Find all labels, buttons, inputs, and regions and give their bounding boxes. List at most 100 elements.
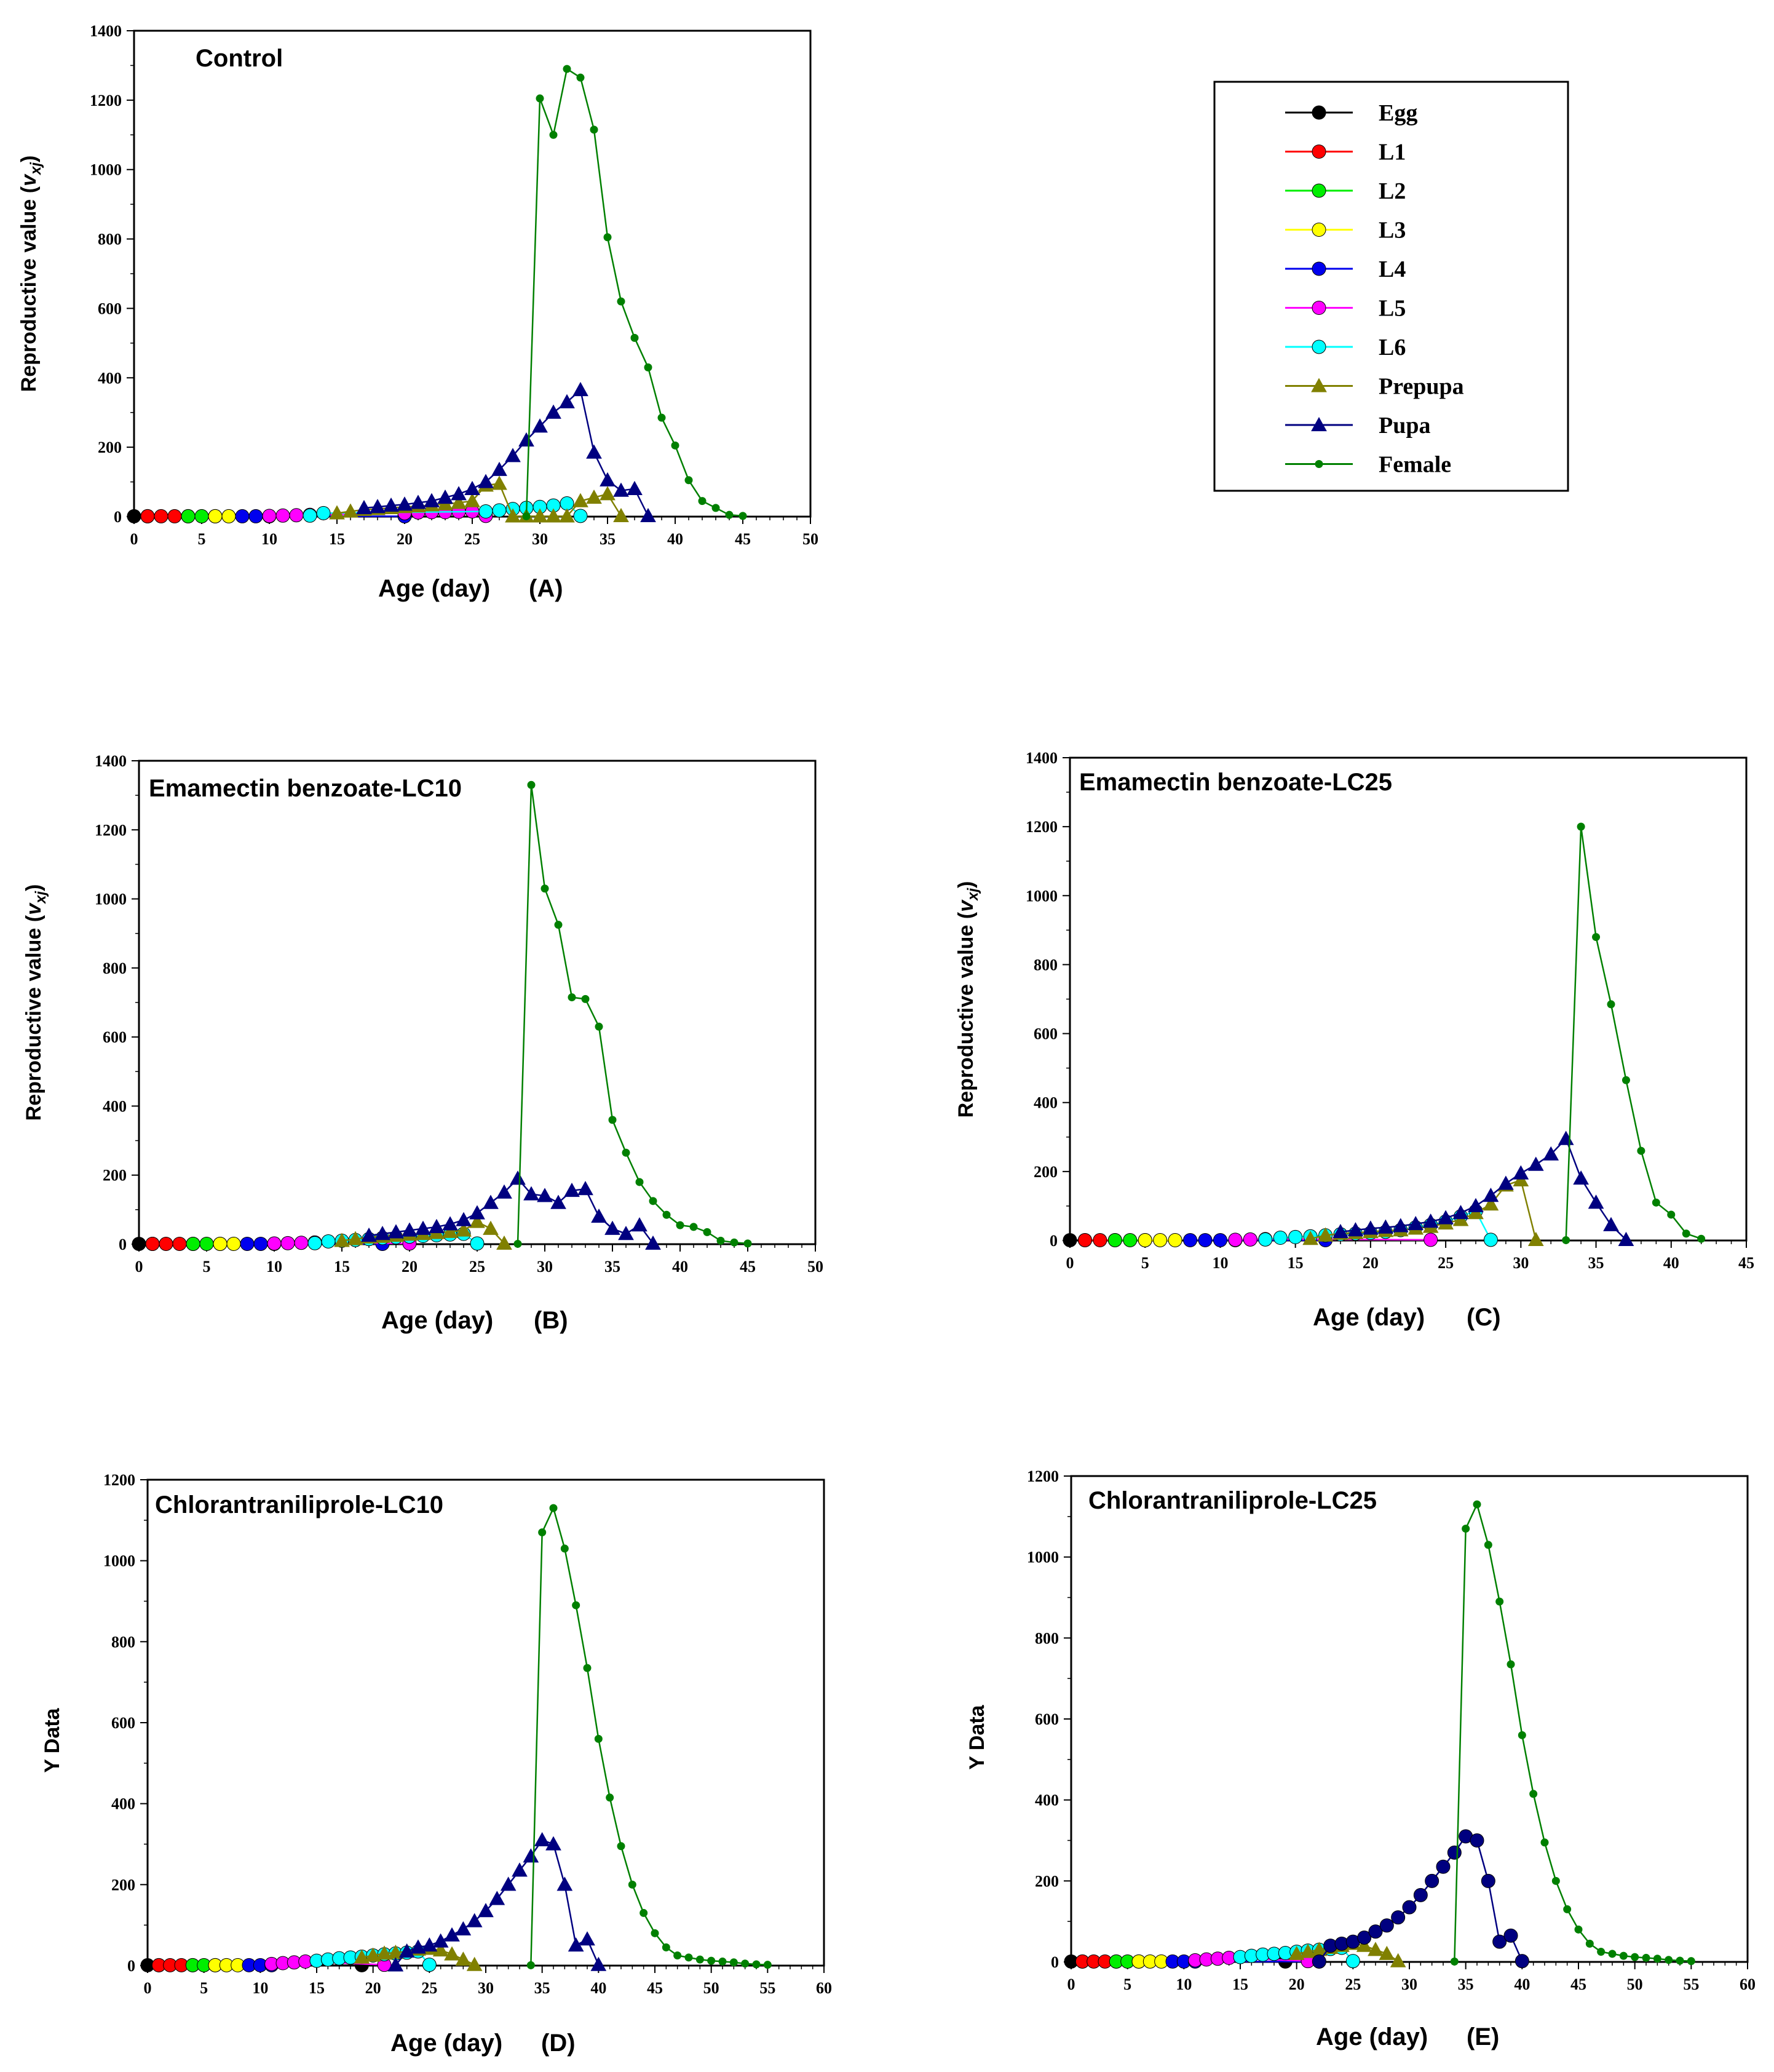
x-tick-label-e-35: 35 — [1458, 1975, 1474, 1993]
x-tick-label-e-0: 0 — [1067, 1975, 1075, 1993]
panel-label-c: (C) — [1467, 1304, 1501, 1331]
data-point-c-l5 — [1243, 1232, 1257, 1247]
data-point-e-prepupa — [1288, 1945, 1305, 1960]
series-b-pupa — [361, 1170, 661, 1250]
data-point-e-female — [1462, 1525, 1470, 1533]
y-tick-label-b-1400: 1400 — [95, 752, 127, 770]
legend-entry-l1: L1 — [1285, 140, 1406, 165]
series-a-l6 — [303, 496, 588, 523]
y-tick-label-b-1000: 1000 — [95, 891, 127, 908]
data-point-e-pupa — [1447, 1845, 1462, 1860]
y-tick-label-a-1000: 1000 — [90, 161, 122, 179]
legend-label-l1: L1 — [1379, 140, 1406, 165]
x-tick-label-d-55: 55 — [759, 1979, 775, 1997]
data-point-b-l1 — [145, 1236, 160, 1251]
data-point-b-pupa — [618, 1226, 634, 1240]
data-point-a-pupa — [464, 480, 480, 495]
x-tick-label-d-25: 25 — [421, 1979, 437, 1997]
data-point-a-pupa — [370, 499, 386, 514]
data-point-e-pupa — [1503, 1928, 1518, 1943]
series-d-l3 — [208, 1958, 245, 1972]
data-point-c-l1 — [1077, 1232, 1092, 1247]
data-point-b-pupa — [523, 1186, 539, 1201]
data-point-a-prepupa — [464, 493, 480, 507]
data-point-b-l6 — [321, 1234, 336, 1249]
data-point-a-pupa — [424, 493, 440, 507]
data-point-a-female — [549, 130, 558, 139]
panel-b: Emamectin benzoate-LC10 Reproductive val… — [22, 752, 823, 1334]
series-a-pupa — [356, 382, 656, 522]
data-point-a-l6 — [303, 508, 317, 523]
series-c-female — [1562, 822, 1706, 1244]
x-tick-label-c-25: 25 — [1438, 1254, 1454, 1272]
data-point-a-prepupa — [572, 493, 588, 507]
x-axis-label-d: Age (day) — [390, 2030, 502, 2057]
data-point-c-pupa — [1392, 1218, 1409, 1232]
data-point-b-l4 — [253, 1236, 268, 1251]
data-point-e-female — [1665, 1956, 1673, 1964]
x-tick-label-d-40: 40 — [590, 1979, 606, 1997]
legend-entry-l5: L5 — [1285, 296, 1406, 322]
data-point-a-l6 — [560, 496, 574, 511]
data-point-a-pupa — [518, 432, 534, 447]
data-point-d-prepupa — [354, 1949, 370, 1964]
data-point-c-female — [1607, 1000, 1615, 1009]
y-tick-label-d-1000: 1000 — [103, 1552, 135, 1570]
data-point-d-female — [526, 1961, 535, 1969]
data-point-d-pupa — [387, 1957, 404, 1972]
data-point-e-female — [1450, 1957, 1459, 1966]
legend-marker-l5 — [1312, 301, 1326, 315]
data-point-a-egg — [127, 509, 141, 523]
data-point-d-female — [560, 1544, 569, 1553]
y-axis-label-c: Reproductive value (vxj) — [954, 881, 981, 1118]
data-point-b-prepupa — [469, 1213, 485, 1228]
y-tick-label-e-600: 600 — [1035, 1710, 1059, 1728]
data-point-a-female — [739, 512, 747, 520]
data-point-a-female — [522, 512, 531, 520]
x-tick-label-d-0: 0 — [144, 1979, 152, 1997]
data-point-c-pupa — [1543, 1146, 1559, 1161]
x-tick-label-e-20: 20 — [1289, 1975, 1305, 1993]
chart-title-d: Chlorantraniliprole-LC10 — [155, 1491, 443, 1518]
data-point-e-female — [1687, 1957, 1695, 1966]
x-tick-label-a-0: 0 — [130, 530, 138, 548]
legend-label-l3: L3 — [1379, 218, 1406, 244]
data-point-e-prepupa — [1356, 1937, 1372, 1952]
x-axis-label-e: Age (day) — [1316, 2023, 1428, 2050]
data-point-b-l5 — [294, 1236, 309, 1250]
x-tick-label-d-5: 5 — [200, 1979, 208, 1997]
y-tick-label-a-0: 0 — [114, 508, 122, 526]
legend-entry-l3: L3 — [1285, 218, 1406, 244]
data-point-a-pupa — [491, 461, 507, 476]
y-tick-label-b-0: 0 — [119, 1236, 127, 1253]
x-tick-label-e-60: 60 — [1740, 1975, 1756, 1993]
data-point-b-pupa — [496, 1184, 512, 1199]
data-point-a-l6 — [478, 504, 493, 519]
legend-entry-pupa: Pupa — [1285, 413, 1430, 439]
data-point-a-l4 — [248, 509, 263, 523]
y-tick-label-b-200: 200 — [103, 1167, 127, 1185]
y-tick-label-c-200: 200 — [1034, 1163, 1058, 1181]
series-c-pupa — [1332, 1130, 1634, 1246]
y-axis-label-e: Y Data — [965, 1704, 989, 1769]
data-point-d-prepupa — [455, 1951, 472, 1966]
data-point-b-prepupa — [442, 1223, 458, 1238]
data-point-b-female — [554, 921, 563, 929]
data-point-b-pupa — [361, 1227, 377, 1242]
data-point-b-prepupa — [483, 1220, 499, 1235]
data-point-b-prepupa — [334, 1232, 350, 1247]
y-tick-label-c-0: 0 — [1050, 1232, 1058, 1250]
legend-label-l6: L6 — [1379, 335, 1406, 360]
data-point-b-l5 — [267, 1236, 282, 1251]
data-point-b-pupa — [604, 1220, 620, 1235]
data-point-e-female — [1653, 1955, 1661, 1963]
x-tick-label-a-5: 5 — [198, 530, 206, 548]
data-point-b-l2 — [199, 1236, 214, 1251]
data-point-b-pupa — [469, 1205, 485, 1220]
legend-entry-egg: Egg — [1285, 100, 1417, 126]
data-point-e-prepupa — [1368, 1942, 1384, 1956]
data-point-e-pupa — [1470, 1833, 1484, 1848]
data-point-a-l3 — [208, 509, 223, 523]
data-point-a-pupa — [640, 507, 656, 522]
data-point-c-l3 — [1168, 1232, 1182, 1247]
